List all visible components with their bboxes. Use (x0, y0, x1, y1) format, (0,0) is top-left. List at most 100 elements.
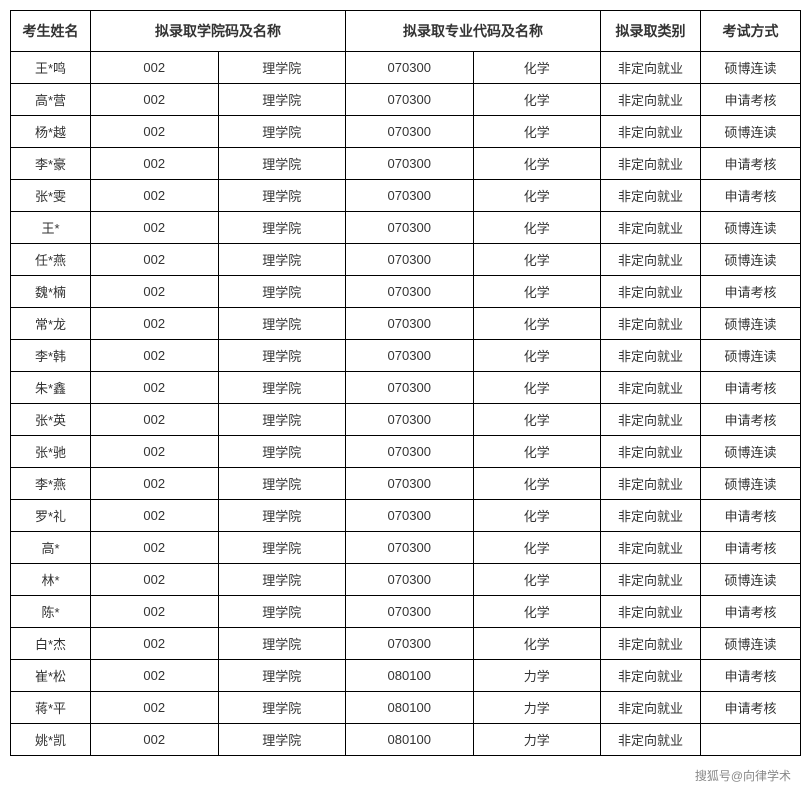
cell-school-code: 002 (91, 596, 219, 628)
cell-exam: 硕博连读 (701, 468, 801, 500)
cell-exam: 硕博连读 (701, 564, 801, 596)
cell-school-name: 理学院 (218, 308, 346, 340)
cell-major-name: 化学 (473, 52, 601, 84)
cell-school-name: 理学院 (218, 692, 346, 724)
cell-exam: 硕博连读 (701, 52, 801, 84)
cell-major-name: 化学 (473, 468, 601, 500)
cell-school-name: 理学院 (218, 596, 346, 628)
cell-school-name: 理学院 (218, 340, 346, 372)
cell-school-name: 理学院 (218, 500, 346, 532)
cell-school-code: 002 (91, 52, 219, 84)
cell-exam: 硕博连读 (701, 308, 801, 340)
table-row: 白*杰002理学院070300化学非定向就业硕博连读 (11, 628, 801, 660)
cell-school-code: 002 (91, 724, 219, 756)
cell-type: 非定向就业 (601, 724, 701, 756)
table-body: 王*鸣002理学院070300化学非定向就业硕博连读高*营002理学院07030… (11, 52, 801, 756)
cell-name: 张*雯 (11, 180, 91, 212)
cell-school-name: 理学院 (218, 660, 346, 692)
cell-major-name: 化学 (473, 564, 601, 596)
table-row: 杨*越002理学院070300化学非定向就业硕博连读 (11, 116, 801, 148)
cell-major-name: 化学 (473, 596, 601, 628)
cell-school-name: 理学院 (218, 436, 346, 468)
cell-school-name: 理学院 (218, 724, 346, 756)
cell-name: 高*营 (11, 84, 91, 116)
cell-major-code: 070300 (346, 596, 474, 628)
cell-school-code: 002 (91, 372, 219, 404)
table-row: 张*驰002理学院070300化学非定向就业硕博连读 (11, 436, 801, 468)
table-row: 高*营002理学院070300化学非定向就业申请考核 (11, 84, 801, 116)
cell-type: 非定向就业 (601, 436, 701, 468)
cell-type: 非定向就业 (601, 212, 701, 244)
cell-school-code: 002 (91, 660, 219, 692)
cell-name: 王* (11, 212, 91, 244)
cell-exam: 申请考核 (701, 692, 801, 724)
table-row: 李*豪002理学院070300化学非定向就业申请考核 (11, 148, 801, 180)
cell-school-code: 002 (91, 148, 219, 180)
cell-name: 蒋*平 (11, 692, 91, 724)
cell-school-name: 理学院 (218, 276, 346, 308)
cell-major-code: 070300 (346, 116, 474, 148)
cell-exam: 硕博连读 (701, 116, 801, 148)
cell-major-name: 化学 (473, 148, 601, 180)
header-major: 拟录取专业代码及名称 (346, 11, 601, 52)
cell-school-name: 理学院 (218, 52, 346, 84)
cell-exam: 申请考核 (701, 148, 801, 180)
cell-name: 朱*鑫 (11, 372, 91, 404)
cell-school-name: 理学院 (218, 180, 346, 212)
cell-exam (701, 724, 801, 756)
cell-exam: 申请考核 (701, 180, 801, 212)
cell-school-code: 002 (91, 308, 219, 340)
cell-major-name: 化学 (473, 404, 601, 436)
cell-type: 非定向就业 (601, 596, 701, 628)
cell-school-name: 理学院 (218, 148, 346, 180)
cell-name: 常*龙 (11, 308, 91, 340)
table-row: 任*燕002理学院070300化学非定向就业硕博连读 (11, 244, 801, 276)
cell-exam: 申请考核 (701, 596, 801, 628)
cell-type: 非定向就业 (601, 628, 701, 660)
cell-school-code: 002 (91, 468, 219, 500)
cell-name: 任*燕 (11, 244, 91, 276)
header-exam: 考试方式 (701, 11, 801, 52)
table-row: 罗*礼002理学院070300化学非定向就业申请考核 (11, 500, 801, 532)
cell-major-code: 070300 (346, 148, 474, 180)
cell-exam: 申请考核 (701, 500, 801, 532)
admission-table: 考生姓名 拟录取学院码及名称 拟录取专业代码及名称 拟录取类别 考试方式 王*鸣… (10, 10, 801, 756)
cell-major-name: 力学 (473, 724, 601, 756)
table-row: 王*鸣002理学院070300化学非定向就业硕博连读 (11, 52, 801, 84)
cell-school-name: 理学院 (218, 212, 346, 244)
cell-type: 非定向就业 (601, 660, 701, 692)
cell-major-name: 化学 (473, 372, 601, 404)
cell-major-code: 080100 (346, 724, 474, 756)
cell-name: 魏*楠 (11, 276, 91, 308)
cell-school-code: 002 (91, 116, 219, 148)
cell-major-code: 070300 (346, 628, 474, 660)
header-type: 拟录取类别 (601, 11, 701, 52)
table-row: 蒋*平002理学院080100力学非定向就业申请考核 (11, 692, 801, 724)
cell-type: 非定向就业 (601, 308, 701, 340)
cell-name: 张*英 (11, 404, 91, 436)
cell-school-name: 理学院 (218, 564, 346, 596)
cell-school-name: 理学院 (218, 468, 346, 500)
cell-school-name: 理学院 (218, 404, 346, 436)
cell-major-name: 化学 (473, 180, 601, 212)
table-row: 崔*松002理学院080100力学非定向就业申请考核 (11, 660, 801, 692)
header-school: 拟录取学院码及名称 (91, 11, 346, 52)
cell-school-code: 002 (91, 244, 219, 276)
cell-exam: 硕博连读 (701, 436, 801, 468)
cell-name: 李*豪 (11, 148, 91, 180)
cell-school-name: 理学院 (218, 372, 346, 404)
cell-major-name: 化学 (473, 212, 601, 244)
cell-major-name: 化学 (473, 340, 601, 372)
cell-school-code: 002 (91, 532, 219, 564)
cell-major-code: 070300 (346, 404, 474, 436)
cell-major-name: 化学 (473, 276, 601, 308)
cell-major-code: 070300 (346, 276, 474, 308)
cell-major-code: 070300 (346, 52, 474, 84)
cell-name: 姚*凯 (11, 724, 91, 756)
cell-type: 非定向就业 (601, 564, 701, 596)
cell-exam: 硕博连读 (701, 340, 801, 372)
cell-exam: 申请考核 (701, 276, 801, 308)
cell-school-name: 理学院 (218, 116, 346, 148)
cell-school-code: 002 (91, 84, 219, 116)
cell-exam: 申请考核 (701, 532, 801, 564)
